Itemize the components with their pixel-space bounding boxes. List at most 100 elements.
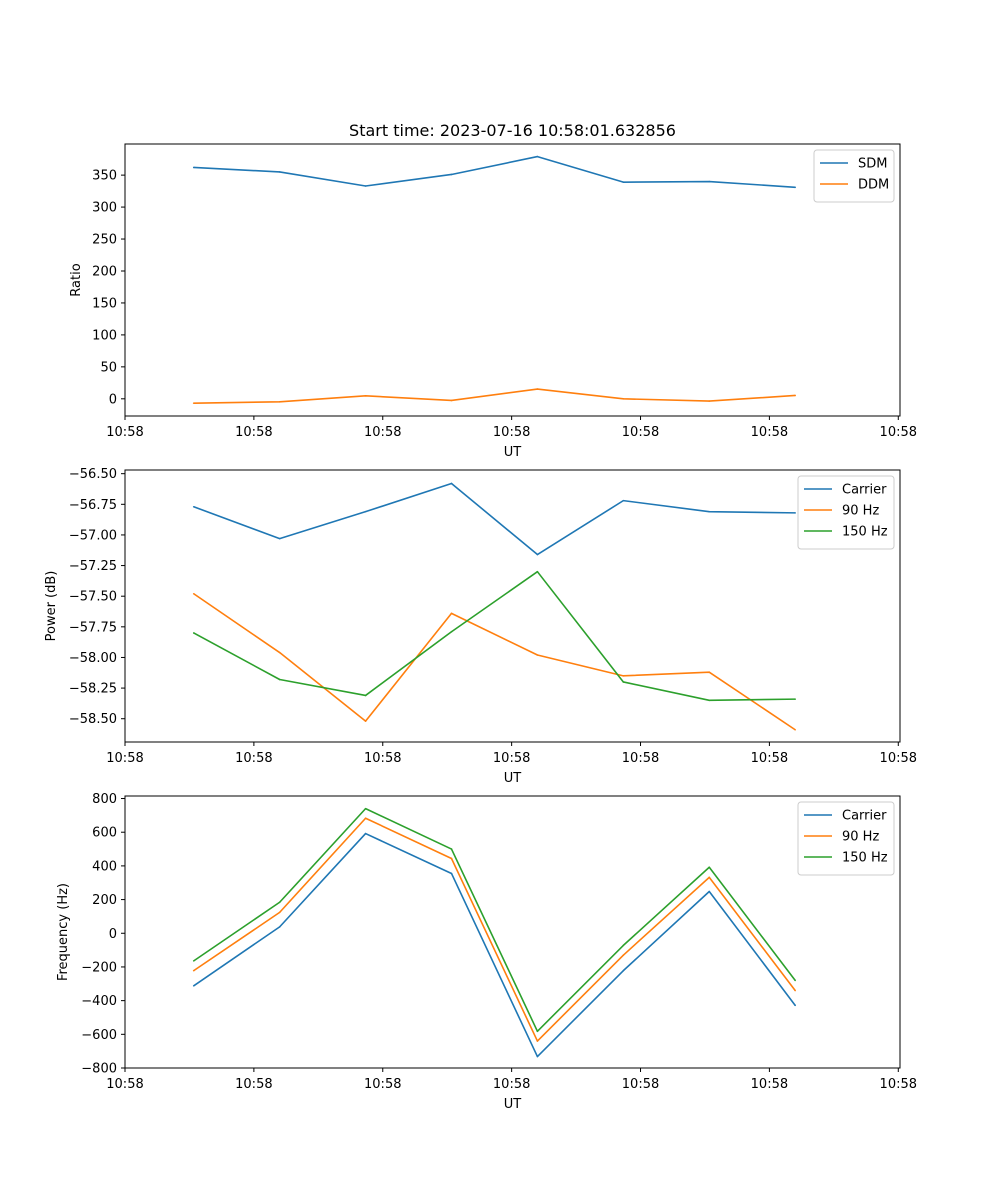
ratio-axes-frame — [124, 143, 901, 417]
ratio-y-tick-label: 0 — [109, 392, 117, 407]
frequency-legend-label: 150 Hz — [842, 851, 888, 866]
power-data-point — [622, 681, 625, 683]
frequency-data-point — [192, 960, 195, 962]
power-data-point — [794, 728, 796, 731]
ratio-x-tick-label: 10:58 — [751, 425, 788, 440]
frequency-data-point — [278, 911, 281, 914]
frequency-axes-frame — [124, 795, 901, 1069]
ratio-series-line-ddm — [193, 388, 796, 404]
frequency-data-point — [536, 1055, 539, 1058]
frequency-x-tick-label: 10:58 — [880, 1077, 917, 1092]
frequency-chart: 10:58 10:58 10:58 10:58 10:58 10:58 10:58 800 60… — [56, 792, 917, 1112]
frequency-x-tick-label: 10:58 — [106, 1077, 143, 1092]
power-y-tick-label: −57.00 — [69, 528, 117, 543]
frequency-data-point — [278, 926, 281, 928]
power-data-point — [708, 510, 711, 513]
ratio-legend-label: SDM — [858, 157, 887, 172]
frequency-y-tick-label: −400 — [81, 994, 117, 1009]
power-data-point — [536, 553, 539, 556]
power-y-axis-label: Power (dB) — [44, 571, 59, 642]
ratio-legend: SDM DDM — [813, 149, 895, 203]
power-x-tick-label: 10:58 — [880, 751, 917, 766]
frequency-x-tick-label: 10:58 — [235, 1077, 272, 1092]
ratio-legend-label: DDM — [858, 178, 889, 193]
ratio-x-tick-label: 10:58 — [364, 425, 401, 440]
power-legend-label: 150 Hz — [842, 525, 888, 540]
frequency-data-point — [794, 979, 796, 982]
power-data-point — [364, 510, 367, 513]
power-legend: Carrier 90 Hz 150 Hz — [797, 475, 895, 550]
frequency-y-tick-label: −600 — [81, 1028, 117, 1043]
power-series-line-carrier — [193, 482, 796, 556]
ratio-y-tick-label: 300 — [92, 201, 117, 216]
frequency-data-point — [708, 890, 711, 893]
ratio-data-point — [192, 166, 195, 169]
power-data-point — [622, 499, 625, 502]
power-data-point — [192, 505, 195, 508]
ratio-x-tick-label: 10:58 — [106, 425, 143, 440]
frequency-data-point — [708, 876, 711, 879]
power-data-point — [794, 512, 796, 514]
frequency-y-tick-label: 0 — [109, 927, 117, 942]
frequency-x-axis-label: UT — [504, 1097, 522, 1112]
ratio-x-tick-label: 10:58 — [493, 425, 530, 440]
frequency-data-point — [622, 944, 625, 947]
power-y-tick-label: −57.75 — [69, 620, 117, 635]
ratio-x-tick-label: 10:58 — [235, 425, 272, 440]
frequency-series-line-150-hz — [193, 807, 796, 1033]
power-axes-frame — [124, 469, 901, 743]
power-chart: 10:58 10:58 10:58 10:58 10:58 10:58 10:58 −56.5… — [44, 467, 917, 786]
ratio-data-point — [450, 399, 453, 402]
ratio-y-tick-label: 350 — [92, 169, 117, 184]
power-series-line-90-hz — [193, 593, 796, 731]
power-x-tick-label: 10:58 — [493, 751, 530, 766]
frequency-data-point — [450, 872, 453, 875]
ratio-data-point — [364, 185, 367, 187]
frequency-x-tick-label: 10:58 — [622, 1077, 659, 1092]
power-data-point — [794, 698, 796, 700]
power-series-line-150-hz — [193, 570, 796, 702]
power-y-tick-label: −57.50 — [69, 590, 117, 605]
ratio-y-tick-label: 50 — [100, 360, 117, 375]
power-y-tick-label: −58.25 — [69, 682, 117, 697]
power-legend-label: Carrier — [842, 483, 887, 498]
power-data-point — [278, 651, 281, 654]
power-y-tick-label: −58.50 — [69, 712, 117, 727]
frequency-legend: Carrier 90 Hz 150 Hz — [797, 801, 895, 876]
frequency-y-axis-label: Frequency (Hz) — [56, 883, 71, 981]
ratio-data-point — [708, 180, 711, 183]
ratio-y-tick-label: 200 — [92, 264, 117, 279]
frequency-data-point — [364, 817, 367, 820]
ratio-data-point — [364, 395, 367, 397]
frequency-data-point — [794, 989, 796, 992]
power-data-point — [708, 699, 711, 702]
frequency-data-point — [450, 857, 453, 860]
frequency-data-point — [192, 985, 195, 987]
power-y-tick-label: −56.50 — [69, 467, 117, 482]
ratio-y-tick-label: 100 — [92, 328, 117, 343]
frequency-x-tick-label: 10:58 — [364, 1077, 401, 1092]
power-data-point — [192, 632, 195, 634]
power-y-tick-label: −58.00 — [69, 651, 117, 666]
frequency-y-tick-label: 600 — [92, 826, 117, 841]
frequency-y-tick-label: 800 — [92, 792, 117, 807]
ratio-data-point — [622, 398, 625, 400]
ratio-data-point — [450, 173, 453, 176]
power-data-point — [708, 671, 711, 673]
power-data-point — [536, 654, 539, 656]
frequency-data-point — [278, 901, 281, 904]
power-x-tick-label: 10:58 — [364, 751, 401, 766]
ratio-chart: 10:58 10:58 10:58 10:58 10:58 10:58 10:58 0 50 10… — [69, 143, 917, 460]
ratio-x-tick-label: 10:58 — [622, 425, 659, 440]
power-x-tick-label: 10:58 — [622, 751, 659, 766]
ratio-data-point — [794, 394, 796, 397]
power-data-point — [278, 678, 281, 681]
power-x-axis-label: UT — [504, 771, 522, 786]
power-data-point — [450, 630, 453, 633]
frequency-series-line-carrier — [193, 832, 796, 1058]
frequency-x-tick-label: 10:58 — [493, 1077, 530, 1092]
frequency-legend-label: 90 Hz — [842, 830, 879, 845]
ratio-data-point — [622, 181, 625, 183]
ratio-data-point — [536, 155, 539, 158]
